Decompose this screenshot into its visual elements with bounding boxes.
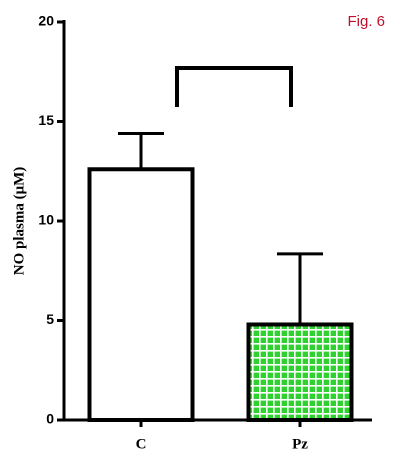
x-tick-label: Pz <box>292 436 308 452</box>
y-tick-label: 15 <box>38 112 54 128</box>
y-tick-label: 10 <box>38 212 54 228</box>
y-tick-label: 5 <box>46 311 54 327</box>
significance-bracket <box>175 66 293 107</box>
y-tick-label: 0 <box>46 411 54 427</box>
bar <box>87 167 195 422</box>
annotation: Fig. 6 <box>347 13 385 30</box>
y-tick-label: 20 <box>38 13 54 29</box>
y-axis-label: NO plasma (μM) <box>11 167 27 276</box>
bar <box>246 322 354 423</box>
x-tick-label: C <box>136 436 147 452</box>
